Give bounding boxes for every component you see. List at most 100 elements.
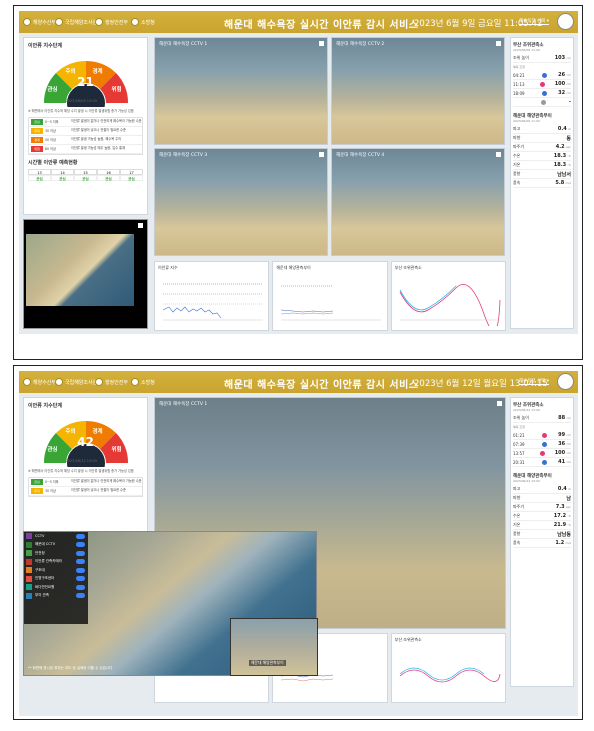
logo-mof[interactable]: 해양수산부 [23,17,56,27]
tide-time: 18:09 [513,90,525,96]
cctv-main-view[interactable]: 해운대 해수욕장 CCTV 1 [154,397,506,629]
beach-select[interactable]: 해수욕장 선택 ▾ [519,19,549,25]
tide-value: 41 [558,459,566,465]
layer-label: 인명구조센터 [35,576,55,581]
toggle-switch[interactable] [76,593,85,599]
beach-select[interactable]: 해수욕장 선택 ▾ [519,379,549,385]
buoy-popup[interactable]: 해운대 해양관측부이 [230,618,318,676]
forecast-hour: 14 [51,168,74,175]
legend-desc: 이안류 발생이 낮으나 관찰이 필요한 수준 [71,487,126,492]
toggle-switch[interactable] [76,576,85,582]
buoy-label: 파주기 [513,144,525,149]
logo-khoa[interactable]: 국립해양조사원 [55,17,97,27]
toggle-switch[interactable] [76,559,85,565]
cctv-view-4[interactable]: 해운대 해수욕장 CCTV 4 [331,148,505,256]
buoy-label: 풍속 [513,540,521,545]
toggle-switch[interactable] [76,542,85,548]
logo-label: 국립해양조사원 [65,19,98,26]
layer-list: CCTV 해운대 CCTV 안전정 이안류 관측카메라 구조대 인명구조센터 바… [24,532,88,624]
logo-mois[interactable]: 행정안전부 [95,377,128,387]
service-emblem-icon [557,373,574,390]
layer-label: CCTV [35,534,45,539]
buoy-value: 동 [566,135,571,142]
toggle-switch[interactable] [76,567,85,573]
buoy-unit: °C [567,154,571,158]
layer-toggle[interactable]: 부이 관측 [24,592,88,601]
logo-nfa[interactable]: 소방청 [131,377,155,387]
buoy-row: 파주기 4.2 sec [513,143,571,152]
buoy-row: 파향 남 [513,494,571,503]
service-emblem-icon [557,13,574,30]
safety-icon [26,550,32,557]
beach-map-thumbnail[interactable] [23,219,148,329]
tide-forecast-row: 07:39 36 cm [513,440,571,449]
lifeguard-icon [26,575,32,582]
map-disclaimer: ** 화면에 표시된 위치는 지도 상 실제와 다를 수 있습니다 [28,666,113,670]
legend-desc: 이안류 발생이 낮으나 관찰이 필요한 수준 [71,127,126,132]
logo-nfa[interactable]: 소방청 [131,17,155,27]
layer-label: 이안류 관측카메라 [35,559,62,564]
layer-toggle[interactable]: 이안류 관측카메라 [24,558,88,567]
layer-label: 바다안전요원 [35,584,55,589]
buoy-value: 5.8 [555,180,565,186]
tide-value: 100 [554,81,566,87]
screenshot-frame-2: 해양수산부 국립해양조사원 행정안전부 소방청 해운대 해수욕장 실시간 이안류… [13,365,583,720]
gauge-note: ※ 해변에서 이안류 지수와 해당 수치 발생 시 이안류 발생위험 증가 가능… [28,109,134,113]
buoy-row: 풍향 남남서 [513,170,571,179]
legend-row: 주의 30 이상 이안류 발생이 낮으나 관찰이 필요한 수준 [29,487,142,496]
layer-toggle[interactable]: 안전정 [24,549,88,558]
cctv-label[interactable]: 해운대 해수욕장 CCTV 4 [336,153,385,158]
layer-toggle[interactable]: CCTV [24,532,88,541]
tide-unit: cm [566,82,571,86]
cctv-label[interactable]: 해운대 해수욕장 CCTV 1 [159,402,208,407]
tide-plot [399,667,501,683]
tide-forecast-row: - [513,98,571,107]
cctv-view-1[interactable]: 해운대 해수욕장 CCTV 1 [154,37,328,145]
layer-toggle[interactable]: 해운대 CCTV [24,541,88,550]
expand-icon[interactable] [138,223,143,228]
tide-height-value: 88 [558,415,566,421]
emblem-icon [131,18,139,26]
toggle-switch[interactable] [76,584,85,590]
buoy-row: 수온 17.2 °C [513,512,571,521]
tide-unit: cm [566,460,571,464]
legend-desc: 이안류 발생 가능성 매우 높음, 입수 통제 [71,145,126,150]
buoy-label: 파향 [513,495,521,500]
cctv-label[interactable]: 해운대 해수욕장 CCTV 1 [159,42,208,47]
fullscreen-icon[interactable] [497,401,502,406]
cctv-view-3[interactable]: 해운대 해수욕장 CCTV 3 [154,148,328,256]
tide-height-label: 조위 높이 [513,415,529,420]
cctv-grid: 해운대 해수욕장 CCTV 1 해운대 해수욕장 CCTV 2 해운대 해수욕장… [154,37,506,257]
tide-height-label: 조위 높이 [513,55,529,60]
fullscreen-icon[interactable] [496,41,501,46]
emblem-icon [55,378,63,386]
layer-toggle[interactable]: 인명구조센터 [24,575,88,584]
tide-time: 01:21 [513,432,525,438]
forecast-value: 관심 [120,174,143,181]
buoy-time: 2023/06/12 13:00 [513,479,540,483]
logo-mof[interactable]: 해양수산부 [23,377,56,387]
toggle-switch[interactable] [76,533,85,539]
fullscreen-icon[interactable] [319,41,324,46]
map-panel[interactable]: CCTV 해운대 CCTV 안전정 이안류 관측카메라 구조대 인명구조센터 바… [23,531,318,676]
rescue-icon [26,567,32,574]
forecast-hour: 15 [74,168,97,175]
fullscreen-icon[interactable] [319,152,324,157]
logo-label: 해양수산부 [33,379,57,386]
tide-forecast-label: 예측 조위 [513,425,525,429]
level-legend: 관심 0~5 이하 이안류 발생이 없거나 안전하게 해수욕이 가능한 수준 주의 3… [28,476,143,497]
layer-toggle[interactable]: 구조대 [24,566,88,575]
toggle-switch[interactable] [76,550,85,556]
cctv-label[interactable]: 해운대 해수욕장 CCTV 2 [336,42,385,47]
tide-unit: cm [566,433,571,437]
buoy-row: 풍속 1.2 m/s [513,539,571,548]
layer-toggle[interactable]: 바다안전요원 [24,583,88,592]
buoy-unit: °C [567,514,571,518]
logo-mois[interactable]: 행정안전부 [95,17,128,27]
legend-row: 위험 80 이상 이안류 발생 가능성 매우 높음, 입수 통제 [29,145,142,154]
logo-khoa[interactable]: 국립해양조사원 [55,377,97,387]
cctv-view-2[interactable]: 해운대 해수욕장 CCTV 2 [331,37,505,145]
buoy-value: 0.4 [557,486,567,492]
cctv-label[interactable]: 해운대 해수욕장 CCTV 3 [159,153,208,158]
fullscreen-icon[interactable] [496,152,501,157]
